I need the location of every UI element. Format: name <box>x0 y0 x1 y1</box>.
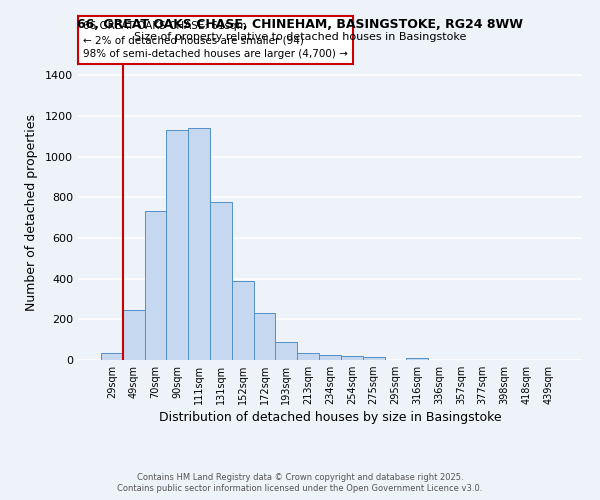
Bar <box>210 202 232 360</box>
Bar <box>297 353 319 360</box>
Text: Contains public sector information licensed under the Open Government Licence v3: Contains public sector information licen… <box>118 484 482 493</box>
Bar <box>145 212 166 360</box>
Bar <box>254 313 275 360</box>
Bar <box>406 358 428 360</box>
Bar <box>341 356 363 360</box>
Text: 66 GREAT OAKS CHASE: 61sqm
← 2% of detached houses are smaller (94)
98% of semi-: 66 GREAT OAKS CHASE: 61sqm ← 2% of detac… <box>83 21 348 59</box>
Bar <box>275 342 297 360</box>
Bar <box>363 357 385 360</box>
Bar <box>101 353 123 360</box>
Bar <box>166 130 188 360</box>
Text: Contains HM Land Registry data © Crown copyright and database right 2025.: Contains HM Land Registry data © Crown c… <box>137 472 463 482</box>
Text: 66, GREAT OAKS CHASE, CHINEHAM, BASINGSTOKE, RG24 8WW: 66, GREAT OAKS CHASE, CHINEHAM, BASINGST… <box>77 18 523 30</box>
Bar <box>188 128 210 360</box>
X-axis label: Distribution of detached houses by size in Basingstoke: Distribution of detached houses by size … <box>158 412 502 424</box>
Y-axis label: Number of detached properties: Number of detached properties <box>25 114 38 311</box>
Bar <box>232 280 254 360</box>
Bar <box>319 355 341 360</box>
Bar <box>123 310 145 360</box>
Text: Size of property relative to detached houses in Basingstoke: Size of property relative to detached ho… <box>134 32 466 42</box>
